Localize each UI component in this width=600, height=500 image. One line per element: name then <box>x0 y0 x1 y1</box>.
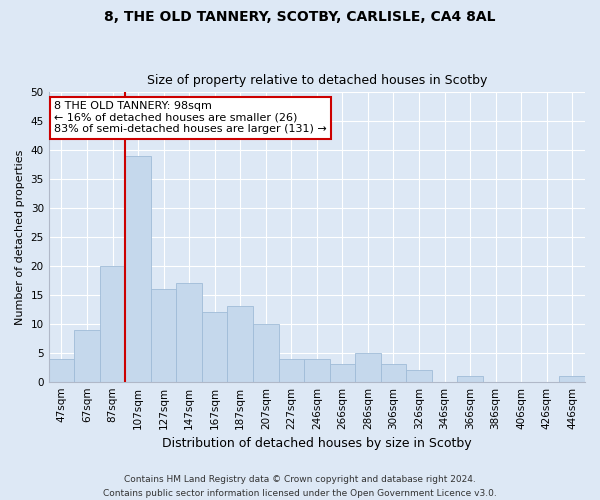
Bar <box>355 352 380 382</box>
Bar <box>278 358 304 382</box>
Bar <box>202 312 227 382</box>
Bar <box>49 358 74 382</box>
Bar <box>329 364 355 382</box>
Text: 8, THE OLD TANNERY, SCOTBY, CARLISLE, CA4 8AL: 8, THE OLD TANNERY, SCOTBY, CARLISLE, CA… <box>104 10 496 24</box>
Bar <box>406 370 432 382</box>
X-axis label: Distribution of detached houses by size in Scotby: Distribution of detached houses by size … <box>162 437 472 450</box>
Bar <box>176 284 202 382</box>
Bar <box>380 364 406 382</box>
Title: Size of property relative to detached houses in Scotby: Size of property relative to detached ho… <box>146 74 487 87</box>
Bar <box>304 358 329 382</box>
Bar <box>100 266 125 382</box>
Text: 8 THE OLD TANNERY: 98sqm
← 16% of detached houses are smaller (26)
83% of semi-d: 8 THE OLD TANNERY: 98sqm ← 16% of detach… <box>54 101 327 134</box>
Text: Contains HM Land Registry data © Crown copyright and database right 2024.
Contai: Contains HM Land Registry data © Crown c… <box>103 476 497 498</box>
Bar <box>253 324 278 382</box>
Bar <box>151 289 176 382</box>
Bar <box>559 376 585 382</box>
Bar <box>457 376 483 382</box>
Bar <box>125 156 151 382</box>
Bar <box>227 306 253 382</box>
Bar <box>74 330 100 382</box>
Y-axis label: Number of detached properties: Number of detached properties <box>15 150 25 324</box>
